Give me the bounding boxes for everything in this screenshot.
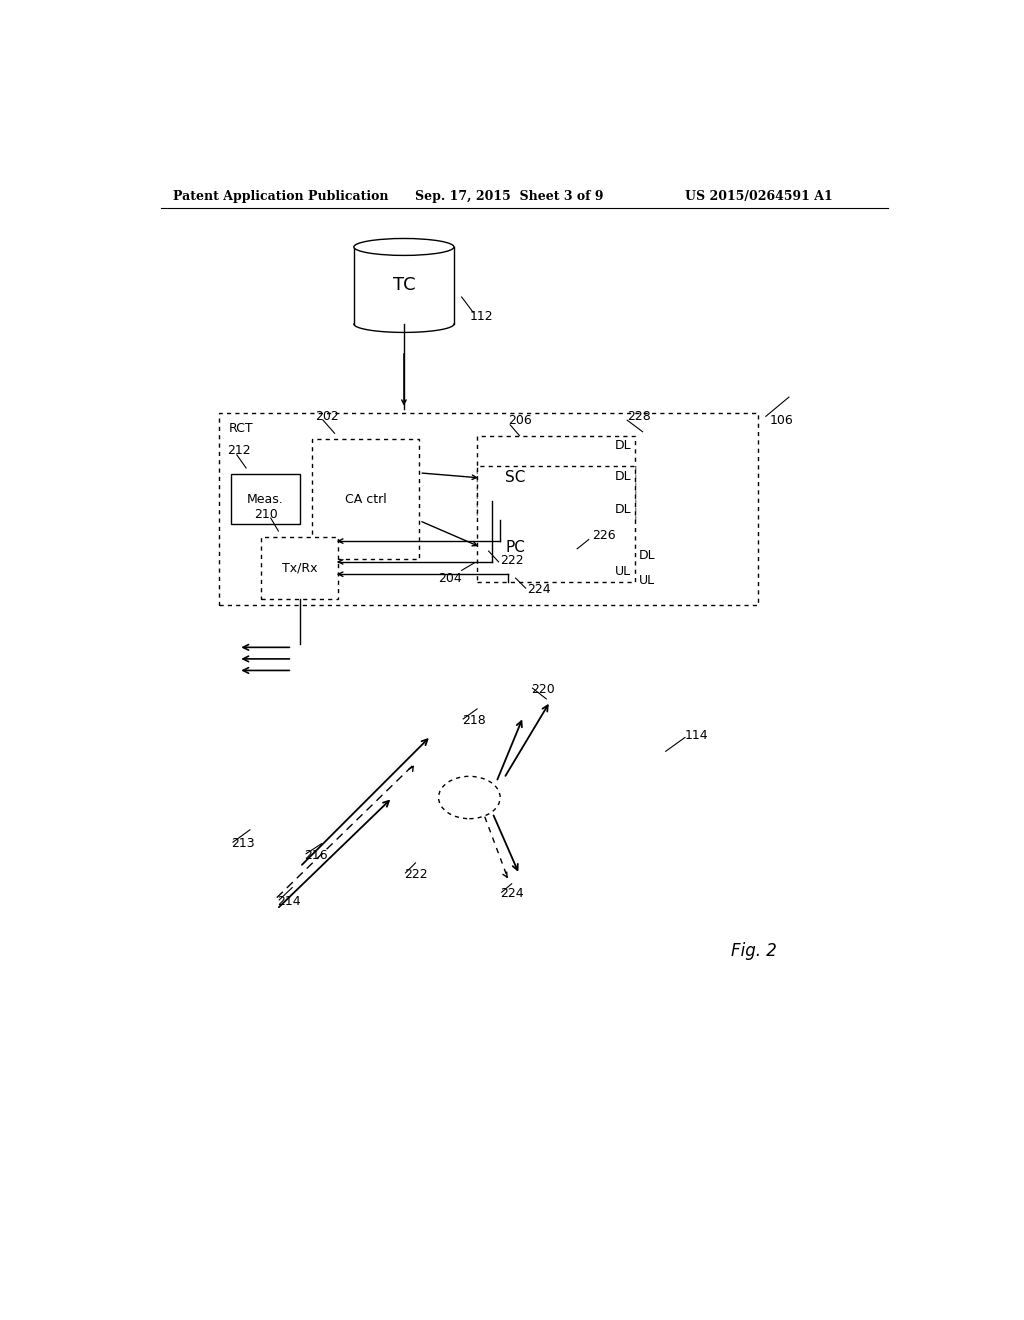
Text: Patent Application Publication: Patent Application Publication — [173, 190, 388, 203]
Text: 214: 214 — [276, 895, 300, 908]
Text: SC: SC — [506, 470, 525, 486]
Text: 202: 202 — [315, 409, 339, 422]
Text: TC: TC — [392, 276, 415, 294]
Text: Fig. 2: Fig. 2 — [731, 942, 777, 961]
Text: PC: PC — [506, 540, 525, 554]
Text: 220: 220 — [531, 684, 555, 696]
Text: 206: 206 — [508, 413, 531, 426]
Text: 228: 228 — [628, 409, 651, 422]
Text: CA ctrl: CA ctrl — [344, 492, 386, 506]
Bar — [481, 444, 550, 512]
Text: Sep. 17, 2015  Sheet 3 of 9: Sep. 17, 2015 Sheet 3 of 9 — [416, 190, 604, 203]
Text: UL: UL — [615, 565, 631, 578]
Bar — [477, 466, 635, 582]
Text: 112: 112 — [469, 310, 493, 323]
Text: 226: 226 — [593, 529, 616, 543]
Text: 213: 213 — [230, 837, 254, 850]
Text: 224: 224 — [500, 887, 524, 900]
Text: 106: 106 — [770, 413, 794, 426]
Bar — [261, 537, 339, 599]
Text: DL: DL — [614, 503, 631, 516]
Bar — [477, 436, 635, 520]
Text: 224: 224 — [527, 583, 551, 597]
Text: 218: 218 — [462, 714, 485, 727]
Text: 114: 114 — [685, 730, 709, 742]
Ellipse shape — [438, 776, 500, 818]
Text: 212: 212 — [226, 445, 251, 458]
Text: DL: DL — [614, 470, 631, 483]
Ellipse shape — [354, 239, 454, 256]
Text: 222: 222 — [403, 869, 428, 880]
Text: Meas.: Meas. — [247, 492, 284, 506]
Text: DL: DL — [639, 549, 655, 562]
Text: 210: 210 — [254, 508, 278, 520]
Bar — [230, 474, 300, 524]
Text: Tx/Rx: Tx/Rx — [283, 561, 317, 574]
Bar — [481, 520, 550, 574]
Text: DL: DL — [614, 440, 631, 453]
Text: RCT: RCT — [228, 422, 253, 434]
Bar — [311, 440, 419, 558]
Text: US 2015/0264591 A1: US 2015/0264591 A1 — [685, 190, 833, 203]
Text: UL: UL — [639, 574, 655, 587]
Text: 216: 216 — [304, 849, 328, 862]
Text: 204: 204 — [438, 572, 462, 585]
Bar — [219, 412, 758, 605]
Text: 222: 222 — [500, 554, 524, 566]
